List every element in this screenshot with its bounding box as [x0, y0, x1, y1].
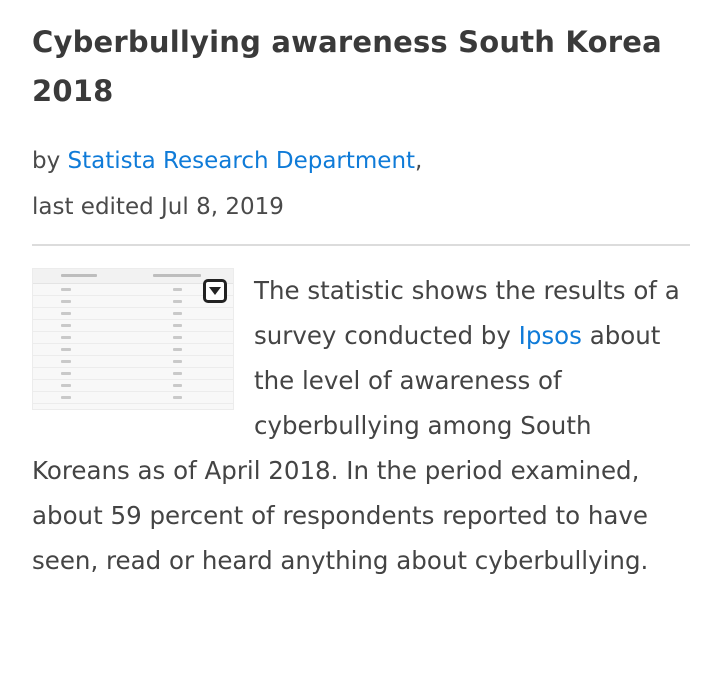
last-edited: last edited Jul 8, 2019	[32, 194, 284, 220]
description-part-1: The statistic shows the results of a sur…	[254, 276, 680, 350]
thumbnail-table-row	[33, 392, 233, 404]
article-title: Cyberbullying awareness South Korea 2018	[32, 25, 662, 108]
article-body: The statistic shows the results of a sur…	[32, 268, 690, 583]
author-link[interactable]: Statista Research Department	[67, 148, 416, 174]
byline-prefix: by	[32, 148, 68, 174]
article-description: The statistic shows the results of a sur…	[32, 268, 690, 583]
divider	[32, 244, 690, 246]
thumbnail-table-header	[33, 269, 233, 284]
expand-icon[interactable]	[203, 279, 227, 303]
chevron-down-icon	[209, 287, 221, 295]
thumbnail-table-row	[33, 344, 233, 356]
description-part-2: about the level of awareness of cyberbul…	[32, 321, 661, 575]
statistic-thumbnail[interactable]	[32, 268, 234, 410]
article: Cyberbullying awareness South Korea 2018…	[32, 18, 690, 583]
thumbnail-table-row	[33, 284, 233, 296]
byline-suffix: ,	[415, 148, 423, 174]
thumbnail-table-row	[33, 368, 233, 380]
ipsos-link[interactable]: Ipsos	[518, 321, 582, 350]
thumbnail-table-row	[33, 356, 233, 368]
thumbnail-table-row	[33, 332, 233, 344]
byline: by Statista Research Department,	[32, 138, 690, 184]
thumbnail-table-row	[33, 320, 233, 332]
thumbnail-table-row	[33, 308, 233, 320]
thumbnail-table-row	[33, 380, 233, 392]
thumbnail-table-row	[33, 296, 233, 308]
article-meta: by Statista Research Department, last ed…	[32, 138, 690, 230]
